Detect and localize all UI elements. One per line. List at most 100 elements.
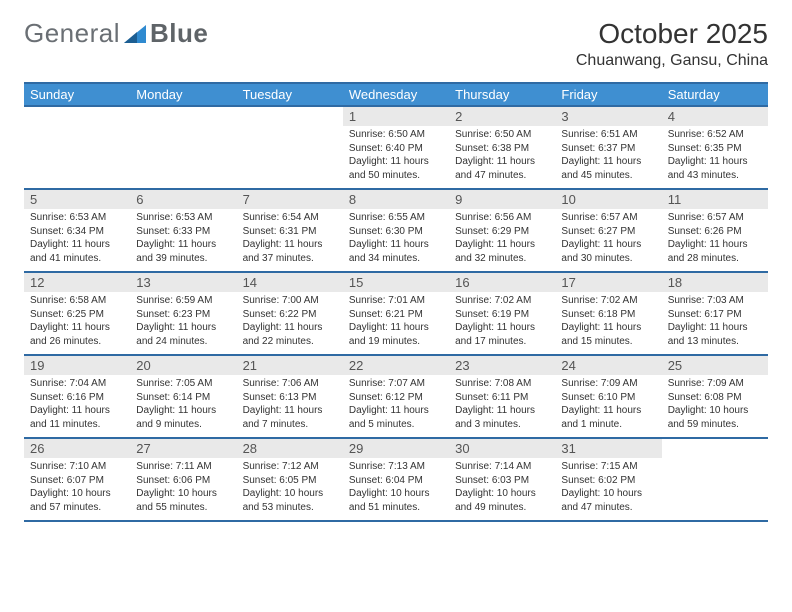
sunrise-text: Sunrise: 7:01 AM — [349, 294, 443, 308]
sunrise-text: Sunrise: 6:54 AM — [243, 211, 337, 225]
calendar-table: Sunday Monday Tuesday Wednesday Thursday… — [24, 84, 768, 520]
sunset-text: Sunset: 6:07 PM — [30, 474, 124, 488]
day-data-cell: Sunrise: 6:53 AMSunset: 6:33 PMDaylight:… — [130, 209, 236, 272]
day-number-cell — [24, 106, 130, 126]
day-number-cell — [130, 106, 236, 126]
sunset-text: Sunset: 6:12 PM — [349, 391, 443, 405]
sunset-text: Sunset: 6:17 PM — [668, 308, 762, 322]
sunset-text: Sunset: 6:11 PM — [455, 391, 549, 405]
day-number-cell: 8 — [343, 189, 449, 209]
sunset-text: Sunset: 6:35 PM — [668, 142, 762, 156]
sunrise-text: Sunrise: 7:07 AM — [349, 377, 443, 391]
daylight-text: Daylight: 11 hours and 24 minutes. — [136, 321, 230, 348]
week-data-row: Sunrise: 6:53 AMSunset: 6:34 PMDaylight:… — [24, 209, 768, 272]
daylight-text: Daylight: 11 hours and 45 minutes. — [561, 155, 655, 182]
sunset-text: Sunset: 6:14 PM — [136, 391, 230, 405]
daylight-text: Daylight: 11 hours and 22 minutes. — [243, 321, 337, 348]
week-number-row: 12131415161718 — [24, 272, 768, 292]
sunrise-text: Sunrise: 6:53 AM — [136, 211, 230, 225]
daylight-text: Daylight: 11 hours and 17 minutes. — [455, 321, 549, 348]
day-number-cell: 4 — [662, 106, 768, 126]
daylight-text: Daylight: 11 hours and 39 minutes. — [136, 238, 230, 265]
sunrise-text: Sunrise: 7:00 AM — [243, 294, 337, 308]
sunrise-text: Sunrise: 7:04 AM — [30, 377, 124, 391]
header: General Blue October 2025 Chuanwang, Gan… — [24, 18, 768, 70]
day-number-cell: 24 — [555, 355, 661, 375]
daylight-text: Daylight: 11 hours and 15 minutes. — [561, 321, 655, 348]
day-data-cell — [237, 126, 343, 189]
day-number-cell: 27 — [130, 438, 236, 458]
bottom-divider — [24, 520, 768, 522]
sunrise-text: Sunrise: 7:13 AM — [349, 460, 443, 474]
sunset-text: Sunset: 6:25 PM — [30, 308, 124, 322]
sunrise-text: Sunrise: 7:05 AM — [136, 377, 230, 391]
daylight-text: Daylight: 11 hours and 19 minutes. — [349, 321, 443, 348]
sunrise-text: Sunrise: 7:09 AM — [668, 377, 762, 391]
daylight-text: Daylight: 11 hours and 13 minutes. — [668, 321, 762, 348]
sunset-text: Sunset: 6:05 PM — [243, 474, 337, 488]
sunset-text: Sunset: 6:19 PM — [455, 308, 549, 322]
day-data-cell: Sunrise: 6:52 AMSunset: 6:35 PMDaylight:… — [662, 126, 768, 189]
day-number-cell: 29 — [343, 438, 449, 458]
sunrise-text: Sunrise: 7:02 AM — [455, 294, 549, 308]
daylight-text: Daylight: 10 hours and 57 minutes. — [30, 487, 124, 514]
day-data-cell: Sunrise: 7:09 AMSunset: 6:10 PMDaylight:… — [555, 375, 661, 438]
month-title: October 2025 — [576, 18, 768, 50]
sunrise-text: Sunrise: 6:50 AM — [455, 128, 549, 142]
day-data-cell: Sunrise: 7:15 AMSunset: 6:02 PMDaylight:… — [555, 458, 661, 520]
sunrise-text: Sunrise: 7:14 AM — [455, 460, 549, 474]
sunrise-text: Sunrise: 7:10 AM — [30, 460, 124, 474]
sunset-text: Sunset: 6:38 PM — [455, 142, 549, 156]
day-data-cell: Sunrise: 7:04 AMSunset: 6:16 PMDaylight:… — [24, 375, 130, 438]
daylight-text: Daylight: 11 hours and 26 minutes. — [30, 321, 124, 348]
daylight-text: Daylight: 10 hours and 51 minutes. — [349, 487, 443, 514]
day-data-cell: Sunrise: 7:11 AMSunset: 6:06 PMDaylight:… — [130, 458, 236, 520]
day-data-cell: Sunrise: 6:58 AMSunset: 6:25 PMDaylight:… — [24, 292, 130, 355]
title-block: October 2025 Chuanwang, Gansu, China — [576, 18, 768, 70]
daylight-text: Daylight: 11 hours and 50 minutes. — [349, 155, 443, 182]
daylight-text: Daylight: 11 hours and 11 minutes. — [30, 404, 124, 431]
day-data-cell: Sunrise: 6:55 AMSunset: 6:30 PMDaylight:… — [343, 209, 449, 272]
sunrise-text: Sunrise: 7:08 AM — [455, 377, 549, 391]
day-number-cell: 26 — [24, 438, 130, 458]
day-header-row: Sunday Monday Tuesday Wednesday Thursday… — [24, 84, 768, 106]
day-data-cell — [130, 126, 236, 189]
logo-triangle-icon — [124, 25, 146, 43]
day-data-cell: Sunrise: 6:57 AMSunset: 6:26 PMDaylight:… — [662, 209, 768, 272]
day-header: Tuesday — [237, 84, 343, 106]
sunrise-text: Sunrise: 6:56 AM — [455, 211, 549, 225]
daylight-text: Daylight: 11 hours and 41 minutes. — [30, 238, 124, 265]
day-number-cell: 17 — [555, 272, 661, 292]
day-data-cell: Sunrise: 7:03 AMSunset: 6:17 PMDaylight:… — [662, 292, 768, 355]
week-number-row: 19202122232425 — [24, 355, 768, 375]
sunrise-text: Sunrise: 6:50 AM — [349, 128, 443, 142]
daylight-text: Daylight: 11 hours and 34 minutes. — [349, 238, 443, 265]
day-number-cell: 9 — [449, 189, 555, 209]
sunset-text: Sunset: 6:33 PM — [136, 225, 230, 239]
day-data-cell: Sunrise: 6:56 AMSunset: 6:29 PMDaylight:… — [449, 209, 555, 272]
day-number-cell — [237, 106, 343, 126]
sunset-text: Sunset: 6:10 PM — [561, 391, 655, 405]
sunset-text: Sunset: 6:34 PM — [30, 225, 124, 239]
daylight-text: Daylight: 10 hours and 59 minutes. — [668, 404, 762, 431]
sunrise-text: Sunrise: 6:57 AM — [561, 211, 655, 225]
sunset-text: Sunset: 6:31 PM — [243, 225, 337, 239]
sunrise-text: Sunrise: 7:12 AM — [243, 460, 337, 474]
daylight-text: Daylight: 11 hours and 1 minute. — [561, 404, 655, 431]
day-header: Thursday — [449, 84, 555, 106]
daylight-text: Daylight: 11 hours and 30 minutes. — [561, 238, 655, 265]
day-data-cell: Sunrise: 7:00 AMSunset: 6:22 PMDaylight:… — [237, 292, 343, 355]
daylight-text: Daylight: 11 hours and 5 minutes. — [349, 404, 443, 431]
day-data-cell: Sunrise: 7:10 AMSunset: 6:07 PMDaylight:… — [24, 458, 130, 520]
day-number-cell: 1 — [343, 106, 449, 126]
day-data-cell: Sunrise: 6:50 AMSunset: 6:38 PMDaylight:… — [449, 126, 555, 189]
day-data-cell — [662, 458, 768, 520]
day-number-cell: 20 — [130, 355, 236, 375]
day-number-cell: 13 — [130, 272, 236, 292]
sunset-text: Sunset: 6:06 PM — [136, 474, 230, 488]
day-number-cell: 14 — [237, 272, 343, 292]
day-data-cell: Sunrise: 7:13 AMSunset: 6:04 PMDaylight:… — [343, 458, 449, 520]
day-number-cell: 19 — [24, 355, 130, 375]
day-data-cell: Sunrise: 7:14 AMSunset: 6:03 PMDaylight:… — [449, 458, 555, 520]
sunset-text: Sunset: 6:29 PM — [455, 225, 549, 239]
